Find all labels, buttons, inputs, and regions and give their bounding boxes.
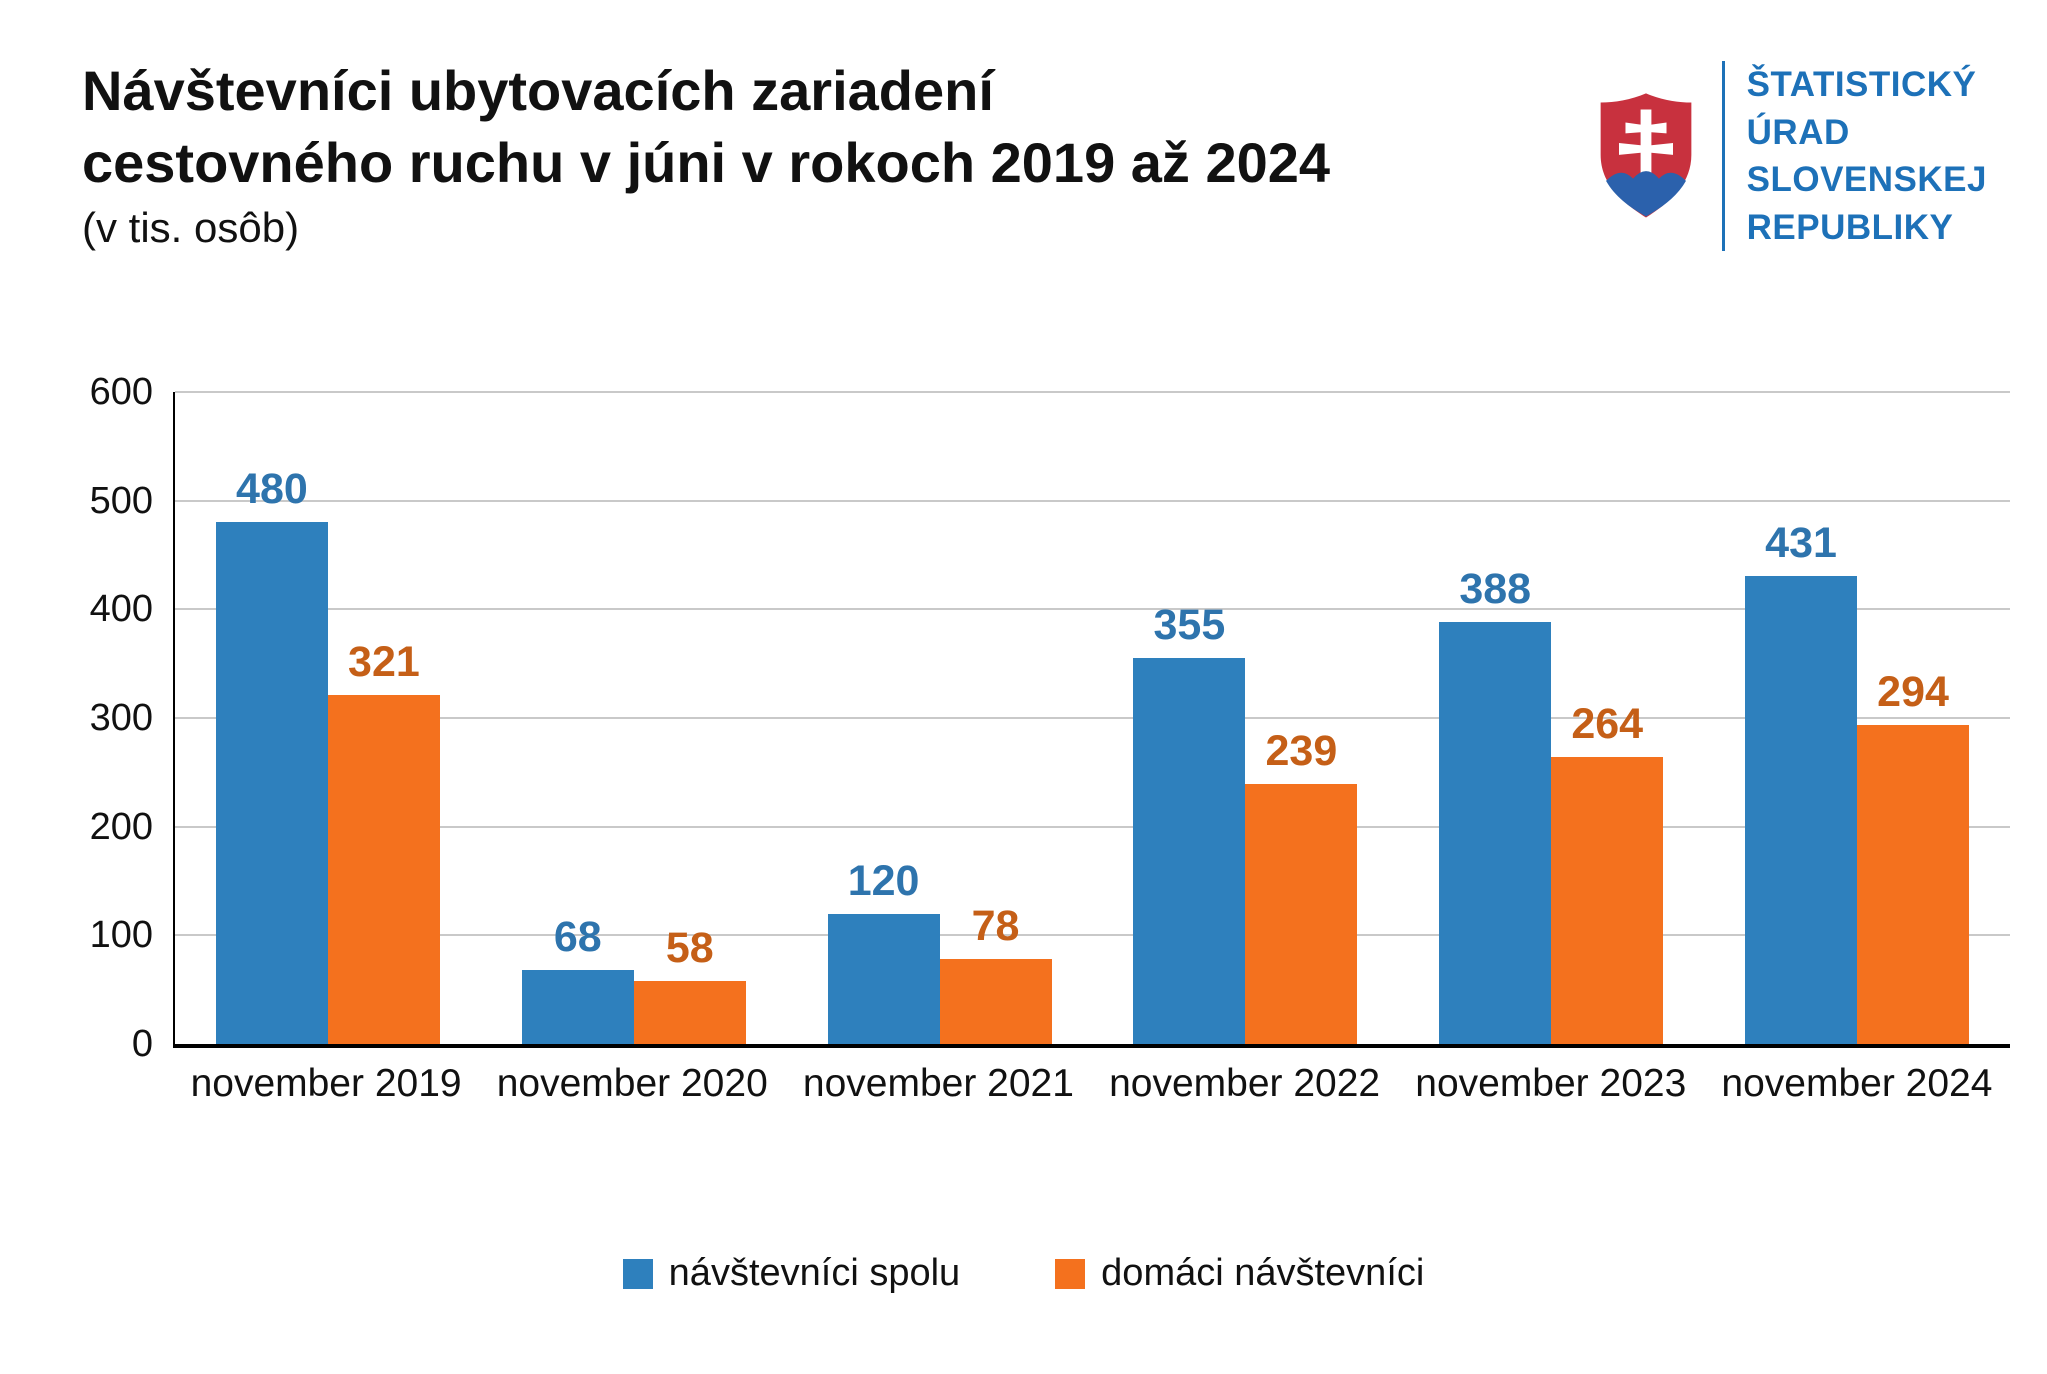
bar-wrap-total: 120: [827, 392, 940, 1044]
logo-text-line: REPUBLIKY: [1746, 207, 1954, 247]
legend-marker-icon: [622, 1258, 653, 1289]
bar-groups: 480 321 68 58 120 78 355 239 388 264 431 294: [175, 392, 2010, 1044]
title-line-1: Návštevníci ubytovacích zariadení: [82, 59, 994, 122]
bar-value-total: 480: [236, 465, 308, 514]
gridline: [175, 825, 2010, 828]
bar-total: [215, 522, 328, 1044]
bar-value-domestic: 58: [665, 923, 714, 972]
bar-value-total: 431: [1765, 518, 1837, 567]
gridline: [175, 934, 2010, 937]
bar-value-total: 388: [1459, 565, 1532, 614]
legend-item-domestic: domáci návštevníci: [1055, 1252, 1424, 1295]
legend: návštevníci spolu domáci návštevníci: [0, 1252, 2047, 1295]
bar-value-domestic: 294: [1877, 667, 1949, 716]
bar-group: 388 264: [1398, 392, 1704, 1044]
bar-wrap-domestic: 264: [1551, 392, 1664, 1044]
page-title: Návštevníci ubytovacích zariadení cestov…: [82, 55, 1330, 198]
bar-wrap-domestic: 58: [633, 392, 746, 1044]
x-tick-label: november 2024: [1721, 1062, 1993, 1105]
bar-domestic: [1245, 784, 1358, 1044]
bar-total: [521, 970, 634, 1044]
header: Návštevníci ubytovacích zariadení cestov…: [82, 55, 1987, 252]
chart-subtitle: (v tis. osôb): [82, 204, 300, 252]
x-tick-label: november 2021: [802, 1062, 1074, 1105]
gridline: [175, 499, 2010, 502]
bar-wrap-total: 388: [1439, 392, 1552, 1044]
legend-marker-icon: [1055, 1258, 1086, 1289]
bar-domestic: [939, 959, 1052, 1044]
logo-text-line: ŠTATISTICKÝ: [1746, 65, 1977, 104]
bar-value-total: 355: [1153, 601, 1226, 650]
bar-wrap-domestic: 321: [327, 392, 440, 1044]
legend-item-total: návštevníci spolu: [622, 1252, 961, 1295]
bar-wrap-total: 431: [1745, 392, 1858, 1044]
bar-wrap-total: 68: [521, 392, 634, 1044]
bar-value-domestic: 239: [1265, 727, 1338, 776]
logo-text-line: SLOVENSKEJ: [1746, 160, 1987, 200]
bar-group: 120 78: [787, 392, 1093, 1044]
y-tick-label: 100: [89, 914, 153, 957]
x-axis: november 2019 november 2020 november 2021 n…: [173, 1062, 2010, 1106]
gridline: [175, 608, 2010, 611]
bar-total: [827, 913, 940, 1044]
bar-group: 355 239: [1092, 392, 1398, 1044]
bar-domestic: [327, 695, 440, 1044]
legend-label: návštevníci spolu: [668, 1252, 961, 1294]
bar-group: 68 58: [481, 392, 787, 1044]
legend-label: domáci návštevníci: [1101, 1252, 1425, 1294]
bar-group: 480 321: [175, 392, 481, 1044]
y-tick-label: 300: [89, 697, 153, 739]
x-tick-label: november 2019: [190, 1062, 462, 1105]
bar-value-domestic: 321: [348, 638, 420, 687]
logo-text-line: ÚRAD: [1746, 112, 1850, 152]
y-tick-label: 200: [89, 805, 153, 848]
y-axis: 0 100 200 300 400 500 600: [85, 371, 173, 1065]
y-tick-label: 400: [89, 588, 153, 631]
bar-value-domestic: 78: [971, 902, 1020, 951]
bar-domestic: [1857, 724, 1970, 1044]
gridline: [175, 391, 2010, 393]
title-block: Návštevníci ubytovacích zariadení cestov…: [82, 55, 1330, 252]
x-tick-label: november 2022: [1109, 1062, 1381, 1105]
bar-domestic: [1551, 757, 1664, 1044]
x-tick-label: november 2020: [496, 1062, 768, 1105]
bar-group: 431 294: [1704, 392, 2010, 1044]
bar-wrap-domestic: 294: [1857, 392, 1970, 1044]
bar-total: [1439, 622, 1552, 1044]
bar-value-total: 120: [847, 856, 920, 905]
bar-wrap-total: 355: [1133, 392, 1246, 1044]
bar-value-domestic: 264: [1571, 700, 1644, 749]
logo-text: ŠTATISTICKÝ ÚRAD SLOVENSKEJ REPUBLIKY: [1747, 61, 1987, 251]
bar-total: [1133, 658, 1246, 1044]
bar-domestic: [633, 980, 746, 1044]
title-line-2: cestovného ruchu v júni v rokoch 2019 až…: [82, 130, 1331, 194]
y-tick-label: 0: [131, 1023, 153, 1065]
plot-area: 480 321 68 58 120 78 355 239 388 264 431 294: [173, 391, 2010, 1048]
bar-total: [1745, 575, 1858, 1044]
gridline: [175, 717, 2010, 719]
bar-wrap-domestic: 78: [939, 392, 1052, 1044]
y-tick-label: 600: [89, 371, 153, 413]
bar-wrap-total: 480: [215, 392, 328, 1044]
slovak-coat-of-arms-icon: [1592, 90, 1700, 222]
plot-wrap: 480 321 68 58 120 78 355 239 388 264 431 294 novemb…: [173, 391, 2010, 1106]
bar-value-total: 68: [553, 913, 602, 962]
x-tick-label: november 2023: [1415, 1062, 1687, 1105]
logo-divider: [1721, 61, 1725, 252]
susr-logo: ŠTATISTICKÝ ÚRAD SLOVENSKEJ REPUBLIKY: [1592, 61, 1987, 252]
bar-chart: 0 100 200 300 400 500 600 480 321 68 58 120 78 355 23…: [85, 371, 2010, 1106]
bar-wrap-domestic: 239: [1245, 392, 1358, 1044]
y-tick-label: 500: [89, 479, 153, 522]
